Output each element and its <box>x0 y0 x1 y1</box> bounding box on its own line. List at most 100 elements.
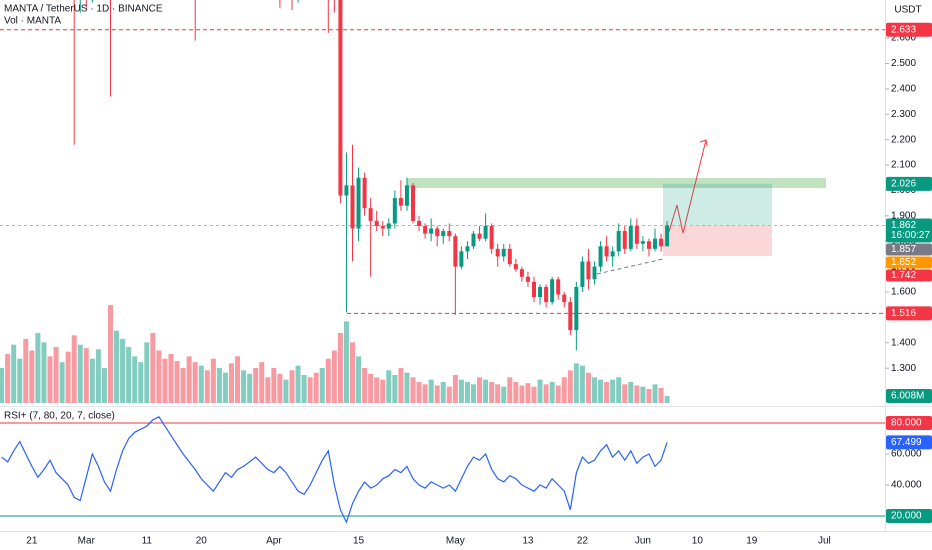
volume-bar <box>519 385 525 403</box>
volume-bar <box>150 333 156 403</box>
volume-bar <box>289 370 295 403</box>
y-tick-label: 2.500 <box>891 58 916 69</box>
volume-bar <box>168 354 174 403</box>
volume-bar <box>362 368 368 403</box>
volume-bar <box>555 385 561 403</box>
chart-title: MANTA / TetherUS · 1D · BINANCE <box>4 4 163 15</box>
candle-body <box>501 248 506 257</box>
candle-body <box>489 225 494 249</box>
volume-bar <box>368 373 374 403</box>
candle-body <box>411 185 415 221</box>
volume-bar <box>531 386 537 403</box>
volume-bar <box>579 365 585 403</box>
candle-body <box>640 241 645 244</box>
candle-body <box>453 236 458 267</box>
volume-bar <box>186 356 192 403</box>
y-tick-label: 2.200 <box>891 134 916 145</box>
volume-bar <box>83 348 89 403</box>
candle-body <box>659 238 664 247</box>
target-zone <box>663 183 772 226</box>
volume-bar <box>156 350 162 403</box>
volume-bar <box>23 338 29 403</box>
volume-bar <box>561 377 567 403</box>
volume-bar <box>646 389 652 403</box>
volume-bar <box>331 350 337 403</box>
price-label: 1.852 <box>891 257 916 268</box>
candle-body <box>507 248 512 265</box>
axes: 2.6002.5002.4002.3002.2002.1002.0001.900… <box>885 22 932 524</box>
candle-body <box>538 286 543 298</box>
volume-bar <box>41 342 47 403</box>
volume-bar <box>567 370 573 403</box>
candle-body <box>392 198 397 224</box>
volume-bar <box>658 387 664 403</box>
candle-body <box>622 231 627 249</box>
price-label: 1.857 <box>891 244 916 255</box>
candle-body <box>386 223 391 229</box>
volume-label-box <box>886 389 932 403</box>
x-tick-label: 11 <box>142 536 153 547</box>
volume-bar <box>138 362 144 403</box>
volume-bar <box>108 305 113 403</box>
last-price-label: 1.862 <box>891 220 916 231</box>
y-tick-label: 2.300 <box>891 109 916 120</box>
candle-body <box>404 185 409 206</box>
candle-body <box>665 225 670 247</box>
volume-bar <box>277 373 283 403</box>
volume-label: 6.008M <box>891 391 924 402</box>
volume-bar <box>101 368 107 403</box>
volume-bar <box>374 377 380 403</box>
candle-body <box>356 177 361 229</box>
volume-bar <box>247 373 253 403</box>
volume-bar <box>325 358 331 403</box>
candle-body <box>574 286 579 331</box>
y-tick-label: 2.600 <box>891 33 916 44</box>
volume-bar <box>495 384 501 403</box>
volume-bar <box>126 347 132 403</box>
volume-bar <box>452 375 458 403</box>
level-label-box <box>886 306 932 321</box>
volume-bar <box>259 362 265 403</box>
arrow-head <box>699 139 708 147</box>
volume-bar <box>192 362 198 403</box>
candle-body <box>441 231 446 237</box>
y-tick-label: 1.600 <box>891 287 916 298</box>
volume-bar <box>114 330 120 403</box>
volume-bar <box>386 370 392 403</box>
volume-bar <box>585 372 591 403</box>
volume-bar <box>471 384 476 403</box>
volume-bar <box>392 375 398 403</box>
volume-bar <box>59 362 65 403</box>
candle-body <box>380 225 385 229</box>
volume-bar <box>434 385 440 403</box>
candle-body <box>610 251 615 257</box>
y-tick-label: 1.300 <box>891 363 916 374</box>
volume-bar <box>144 342 150 403</box>
volume-bar <box>640 386 646 403</box>
volume-bar <box>241 370 247 403</box>
rsi-title: RSI+ (7, 80, 20, 7, close) <box>4 411 115 422</box>
candle-body <box>483 225 488 239</box>
last-price-box <box>886 218 932 243</box>
volume-bar <box>477 377 483 403</box>
volume-bar <box>464 382 470 403</box>
countdown: 16:00:27 <box>891 230 930 241</box>
volume-bar <box>380 379 386 403</box>
volume-bar <box>422 384 428 403</box>
volume-bar <box>11 344 17 403</box>
volume-bar <box>120 338 126 403</box>
projection-arrow <box>667 139 707 236</box>
rsi-level-label-box <box>886 509 932 524</box>
candle-body <box>495 248 500 257</box>
volume-bar <box>319 368 325 403</box>
candle-body <box>544 286 549 303</box>
volume-bar <box>350 342 355 403</box>
x-tick-label: Apr <box>266 536 282 547</box>
volume-bar <box>458 379 464 403</box>
x-tick-label: Jun <box>635 536 651 547</box>
rsi-value-label-box <box>886 435 932 450</box>
stop-label-box <box>886 269 932 282</box>
trendline <box>596 258 664 275</box>
candle-body <box>423 225 428 234</box>
